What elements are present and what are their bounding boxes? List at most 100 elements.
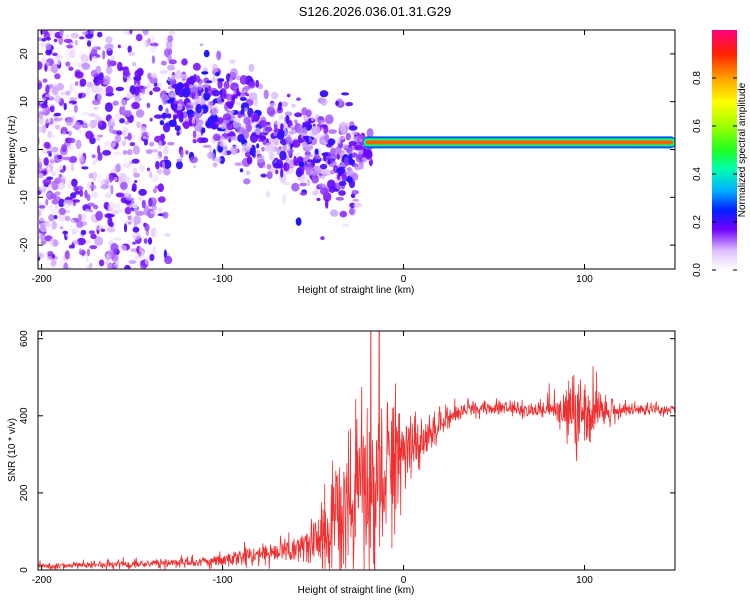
heatmap-blob: [87, 202, 95, 207]
heatmap-blob: [336, 166, 346, 175]
heatmap-blob: [203, 49, 210, 58]
heatmap-blob: [203, 92, 211, 101]
heatmap-blob: [120, 41, 124, 52]
heatmap-blob: [247, 81, 256, 89]
heatmap-blob: [320, 236, 325, 241]
heatmap-blob: [79, 189, 84, 197]
heatmap-blob: [118, 244, 127, 253]
heatmap-blob: [48, 156, 56, 161]
heatmap-blob: [349, 207, 355, 215]
heatmap-blob: [48, 214, 55, 222]
heatmap-blob: [207, 100, 214, 109]
heatmap-blob: [351, 189, 359, 195]
heatmap-blob: [266, 171, 273, 180]
heatmap-blob: [337, 173, 341, 181]
heatmap-blob: [341, 124, 347, 134]
heatmap-blob: [186, 109, 195, 116]
heatmap-blob: [89, 184, 97, 190]
heatmap-blob: [185, 150, 189, 155]
heatmap-blob: [120, 181, 128, 190]
heatmap-blob: [279, 150, 287, 161]
heatmap-blob: [206, 80, 213, 84]
heatmap-blob: [77, 237, 86, 246]
heatmap-blob: [255, 127, 261, 135]
heatmap-blob: [323, 152, 327, 162]
heatmap-blob: [46, 103, 55, 107]
heatmap-blob: [62, 156, 71, 161]
heatmap-blob: [80, 54, 89, 63]
heatmap-blob: [293, 155, 297, 166]
heatmap-blob: [54, 204, 61, 209]
heatmap-blob: [240, 109, 245, 115]
heatmap-blob: [152, 245, 157, 252]
heatmap-blob: [147, 82, 152, 89]
heatmap-blob: [107, 249, 114, 255]
heatmap-blob: [112, 153, 121, 161]
heatmap-blob: [276, 159, 284, 169]
heatmap-blob: [122, 150, 128, 155]
heatmap-blob: [151, 55, 155, 64]
heatmap-blob: [74, 39, 78, 46]
heatmap-blob: [54, 73, 61, 80]
heatmap-blob: [100, 228, 106, 232]
heatmap-blob: [307, 119, 313, 124]
heatmap-blob: [77, 213, 82, 223]
heatmap-blob: [132, 61, 137, 67]
heatmap-blob: [166, 113, 172, 119]
heatmap-blob: [46, 165, 51, 176]
heatmap-blob: [201, 71, 209, 75]
heatmap-blob: [69, 97, 78, 101]
heatmap-blob: [114, 134, 122, 143]
heatmap-blob: [241, 89, 248, 93]
heatmap-blob: [80, 229, 87, 236]
heatmap-blob: [142, 136, 146, 140]
heatmap-blob: [66, 144, 75, 151]
spectrogram-y-tick-label: 10: [19, 96, 30, 108]
heatmap-blob: [64, 215, 71, 222]
heatmap-blob: [110, 56, 115, 60]
heatmap-blob: [125, 91, 133, 100]
heatmap-blob: [256, 143, 260, 149]
heatmap-blob: [67, 137, 76, 144]
heatmap-blob: [214, 72, 220, 77]
heatmap-blob: [43, 99, 48, 106]
heatmap-blob: [138, 188, 147, 196]
heatmap-blob: [199, 43, 204, 47]
heatmap-blob: [128, 51, 136, 57]
heatmap-blob: [119, 118, 125, 124]
heatmap-blob: [286, 142, 291, 152]
heatmap-blob: [47, 130, 53, 139]
heatmap-blob: [98, 259, 105, 267]
heatmap-blob: [110, 117, 116, 123]
heatmap-blob: [167, 54, 173, 62]
heatmap-blob: [38, 43, 46, 48]
heatmap-blob: [253, 98, 258, 107]
heatmap-blob: [167, 64, 175, 71]
heatmap-blob: [91, 55, 98, 64]
heatmap-blob: [211, 89, 221, 97]
heatmap-blob: [104, 102, 113, 112]
heatmap-blob: [168, 31, 175, 36]
heatmap-blob: [118, 172, 127, 182]
heatmap-blob: [182, 87, 191, 98]
heatmap-blob: [108, 125, 114, 134]
heatmap-blob: [134, 117, 138, 121]
heatmap-blob: [323, 168, 330, 176]
heatmap-blob: [243, 116, 251, 125]
heatmap-blob: [174, 124, 179, 128]
heatmap-blob: [124, 120, 129, 125]
heatmap-blob: [133, 172, 141, 178]
heatmap-blob: [274, 120, 281, 125]
heatmap-blob: [294, 119, 298, 124]
heatmap-blob: [88, 209, 93, 213]
heatmap-blob: [164, 256, 173, 265]
heatmap-blob: [111, 253, 119, 262]
heatmap-blob: [124, 206, 132, 215]
heatmap-blob: [86, 40, 92, 47]
heatmap-blob: [115, 86, 125, 92]
heatmap-blob: [82, 111, 91, 116]
heatmap-blob: [295, 167, 303, 178]
heatmap-blob: [105, 36, 113, 44]
heatmap-blob: [112, 100, 119, 106]
